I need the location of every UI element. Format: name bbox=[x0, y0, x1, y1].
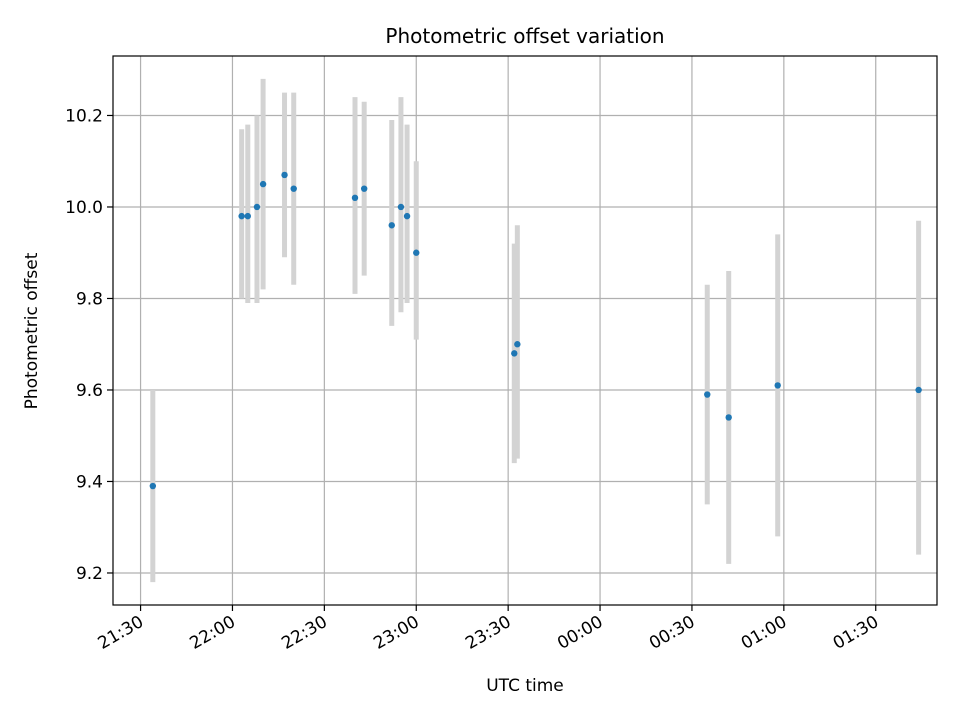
x-tick-label: 21:30 bbox=[95, 612, 147, 654]
y-axis-ticks: 9.2 9.4 9.6 9.8 10.0 10.2 bbox=[65, 106, 113, 584]
data-point bbox=[403, 212, 411, 220]
y-tick-label: 9.2 bbox=[76, 564, 103, 584]
data-point bbox=[281, 171, 288, 179]
x-tick-label: 01:30 bbox=[830, 612, 882, 654]
x-tick-label: 23:00 bbox=[370, 612, 422, 654]
data-point bbox=[915, 386, 922, 394]
x-axis-label: UTC time bbox=[486, 676, 564, 696]
x-tick-label: 00:00 bbox=[554, 612, 606, 654]
data-point bbox=[413, 249, 420, 256]
chart-title: Photometric offset variation bbox=[385, 24, 664, 48]
x-axis-ticks: 21:30 22:00 22:30 23:00 23:30 00:00 00:30 01:00… bbox=[95, 605, 882, 654]
data-point bbox=[351, 194, 359, 202]
data-point bbox=[704, 391, 711, 398]
data-point bbox=[511, 350, 518, 357]
y-axis-label: Photometric offset bbox=[22, 252, 42, 409]
data-point bbox=[360, 185, 368, 192]
data-point bbox=[388, 222, 395, 229]
data-point bbox=[244, 212, 251, 220]
y-tick-label: 9.6 bbox=[76, 381, 103, 401]
x-tick-label: 22:00 bbox=[187, 612, 239, 654]
data-point bbox=[774, 382, 781, 389]
data-point bbox=[253, 203, 261, 211]
data-points bbox=[149, 171, 922, 490]
y-tick-label: 9.4 bbox=[76, 472, 103, 492]
error-bars bbox=[150, 78, 922, 583]
plot-frame bbox=[112, 55, 938, 606]
x-tick-label: 23:30 bbox=[462, 612, 514, 654]
x-tick-label: 22:30 bbox=[278, 612, 330, 654]
data-point bbox=[397, 203, 405, 211]
data-point bbox=[149, 482, 157, 490]
grid bbox=[113, 56, 937, 605]
data-point bbox=[290, 185, 297, 192]
data-point bbox=[259, 180, 267, 188]
y-tick-label: 9.8 bbox=[76, 289, 103, 309]
y-tick-label: 10.0 bbox=[65, 198, 103, 218]
data-point bbox=[725, 414, 732, 421]
x-tick-label: 00:30 bbox=[646, 612, 698, 654]
y-tick-label: 10.2 bbox=[65, 106, 103, 126]
x-tick-label: 01:00 bbox=[738, 612, 790, 654]
data-point bbox=[514, 341, 521, 348]
data-point bbox=[238, 212, 245, 220]
